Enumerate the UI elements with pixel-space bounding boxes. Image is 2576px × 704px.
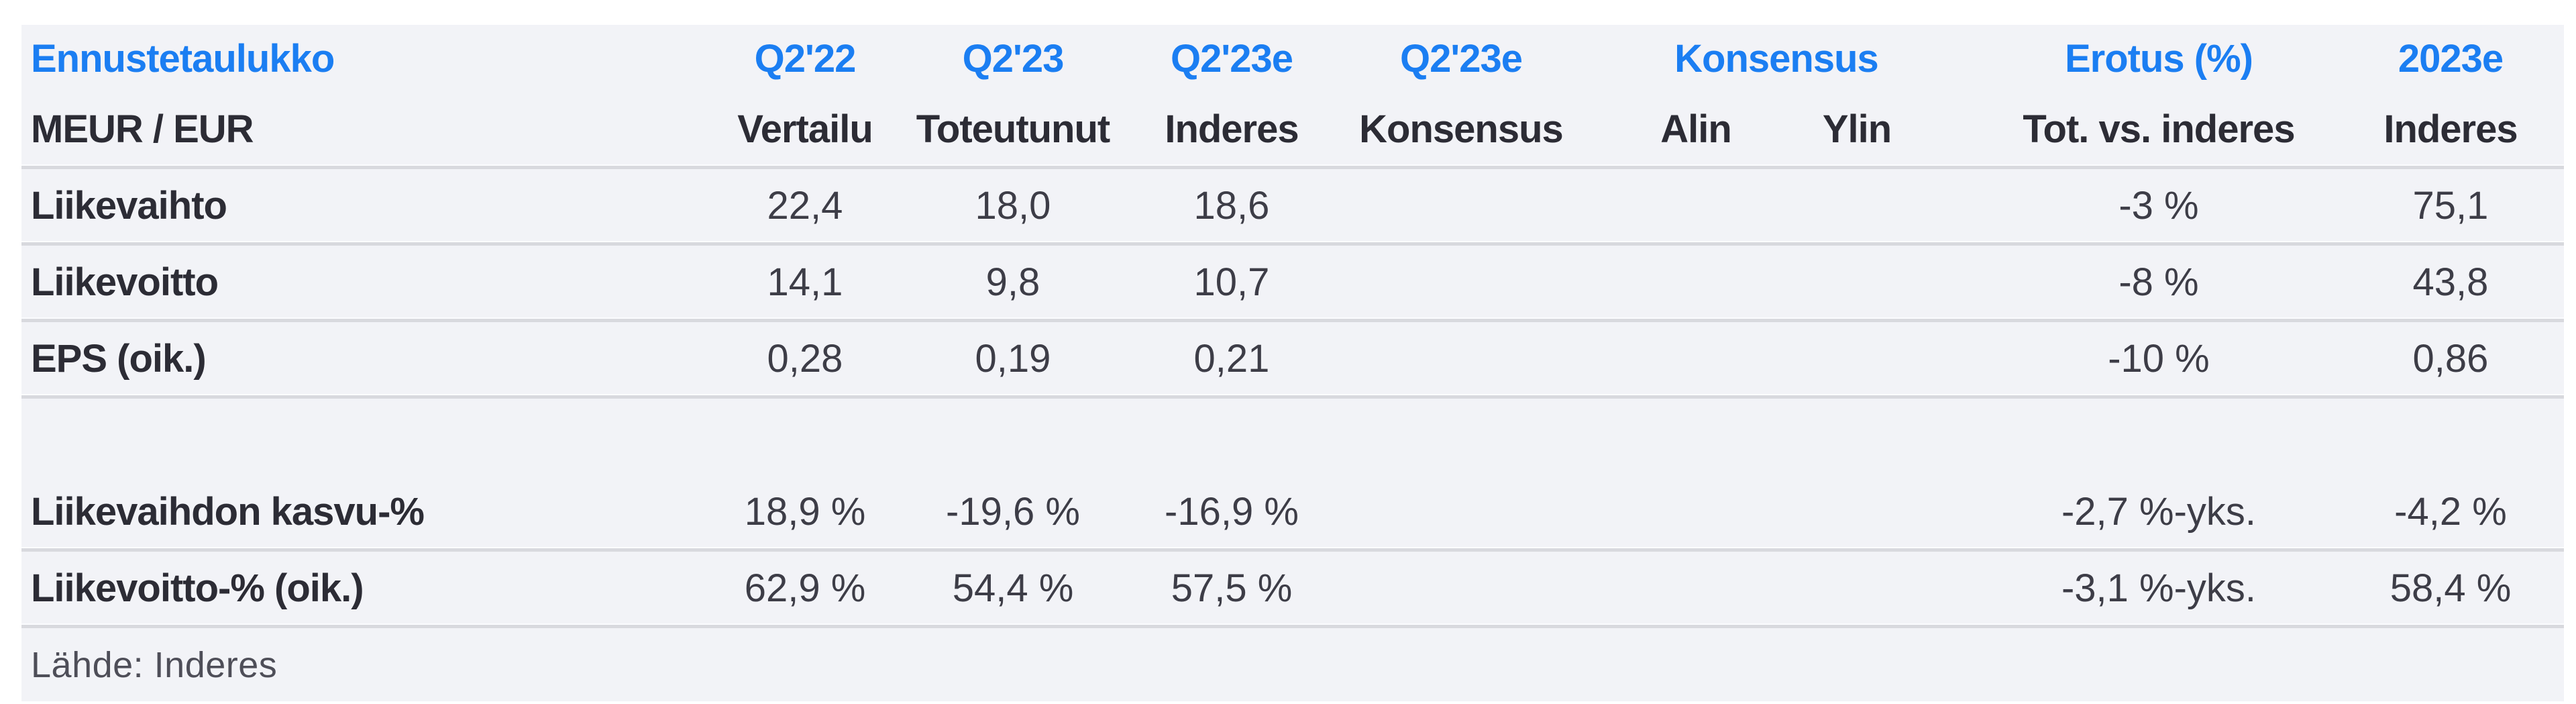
col-header-q223: Q2'23 bbox=[962, 36, 1065, 81]
cell-value bbox=[1619, 475, 1773, 548]
cell-value: 9,8 bbox=[985, 260, 1040, 304]
table-row: EPS (oik.) 0,28 0,19 0,21 -10 % 0,86 bbox=[21, 319, 2564, 395]
cell-value bbox=[1357, 246, 1565, 319]
cell-value: 75,1 bbox=[2412, 184, 2489, 228]
cell-value: 0,21 bbox=[1193, 337, 1270, 381]
cell-value bbox=[1780, 169, 1934, 242]
row-label: Liikevoitto-% (oik.) bbox=[31, 566, 364, 610]
cell-value: 54,4 % bbox=[952, 566, 1074, 610]
cell-value bbox=[1619, 322, 1773, 395]
table-title: Ennustetaulukko bbox=[31, 36, 335, 81]
cell-value: -8 % bbox=[2118, 260, 2199, 304]
cell-value bbox=[1780, 475, 1934, 548]
cell-value: 18,6 bbox=[1193, 184, 1270, 228]
cell-value: 62,9 % bbox=[744, 566, 866, 610]
col-header-q223e-inderes: Q2'23e bbox=[1171, 36, 1293, 81]
cell-value: -3 % bbox=[2118, 184, 2199, 228]
cell-value: -16,9 % bbox=[1165, 490, 1299, 534]
col-header-erotus: Erotus (%) bbox=[2065, 36, 2253, 81]
subheader-vertailu: Vertailu bbox=[737, 107, 873, 151]
table-body: Liikevaihto 22,4 18,0 18,6 -3 % 75,1 Liikevoit… bbox=[21, 166, 2564, 625]
cell-value bbox=[1357, 322, 1565, 395]
cell-value bbox=[1619, 246, 1773, 319]
subheader-2023e-inderes: Inderes bbox=[2383, 107, 2518, 151]
subheader-tot-vs-inderes: Tot. vs. inderes bbox=[2023, 107, 2295, 151]
table-row: Liikevoitto 14,1 9,8 10,7 -8 % 43,8 bbox=[21, 242, 2564, 319]
cell-value bbox=[1619, 552, 1773, 625]
table-row: Liikevaihdon kasvu-% 18,9 % -19,6 % -16,9 %… bbox=[21, 395, 2564, 548]
cell-value: 57,5 % bbox=[1171, 566, 1293, 610]
col-header-q223e-konsensus: Q2'23e bbox=[1400, 36, 1523, 81]
cell-value: 43,8 bbox=[2412, 260, 2489, 304]
cell-value: -3,1 %-yks. bbox=[2061, 566, 2257, 610]
cell-value bbox=[1357, 475, 1565, 548]
forecast-table: Ennustetaulukko Q2'22 Q2'23 Q2'23e Q2'23… bbox=[21, 25, 2564, 701]
cell-value bbox=[1357, 169, 1565, 242]
cell-value: 14,1 bbox=[767, 260, 843, 304]
col-group-konsensus: Konsensus bbox=[1674, 36, 1879, 81]
col-header-q222: Q2'22 bbox=[754, 36, 857, 81]
cell-value: 22,4 bbox=[767, 184, 843, 228]
cell-value: 0,19 bbox=[975, 337, 1051, 381]
row-label: Liikevoitto bbox=[31, 260, 219, 304]
subheader-toteutunut: Toteutunut bbox=[916, 107, 1110, 151]
source-note: Lähde: Inderes bbox=[31, 644, 278, 685]
subheader-ylin: Ylin bbox=[1822, 107, 1892, 151]
row-label: EPS (oik.) bbox=[31, 337, 207, 381]
cell-value: 0,86 bbox=[2412, 337, 2489, 381]
cell-value: -10 % bbox=[2108, 337, 2210, 381]
table-row: Liikevaihto 22,4 18,0 18,6 -3 % 75,1 bbox=[21, 166, 2564, 242]
cell-value: 58,4 % bbox=[2390, 566, 2512, 610]
table-header: Ennustetaulukko Q2'22 Q2'23 Q2'23e Q2'23… bbox=[21, 25, 2564, 166]
cell-value: -4,2 % bbox=[2394, 490, 2507, 534]
cell-value bbox=[1780, 246, 1934, 319]
col-header-2023e: 2023e bbox=[2398, 36, 2504, 81]
cell-value: 0,28 bbox=[767, 337, 843, 381]
subheader-inderes: Inderes bbox=[1165, 107, 1299, 151]
table-row: Liikevoitto-% (oik.) 62,9 % 54,4 % 57,5 % -3… bbox=[21, 548, 2564, 625]
row-label: Liikevaihdon kasvu-% bbox=[31, 490, 425, 534]
cell-value: 18,0 bbox=[975, 184, 1051, 228]
cell-value: -2,7 %-yks. bbox=[2061, 490, 2257, 534]
cell-value: 18,9 % bbox=[744, 490, 866, 534]
cell-value bbox=[1780, 322, 1934, 395]
cell-value: 10,7 bbox=[1193, 260, 1270, 304]
subheader-konsensus: Konsensus bbox=[1359, 107, 1564, 151]
cell-value bbox=[1619, 169, 1773, 242]
source-row: Lähde: Inderes bbox=[21, 625, 2564, 701]
subheader-alin: Alin bbox=[1660, 107, 1732, 151]
row-label: Liikevaihto bbox=[31, 184, 227, 228]
cell-value bbox=[1357, 552, 1565, 625]
cell-value bbox=[1780, 552, 1934, 625]
cell-value: -19,6 % bbox=[946, 490, 1080, 534]
unit-label: MEUR / EUR bbox=[31, 107, 254, 151]
